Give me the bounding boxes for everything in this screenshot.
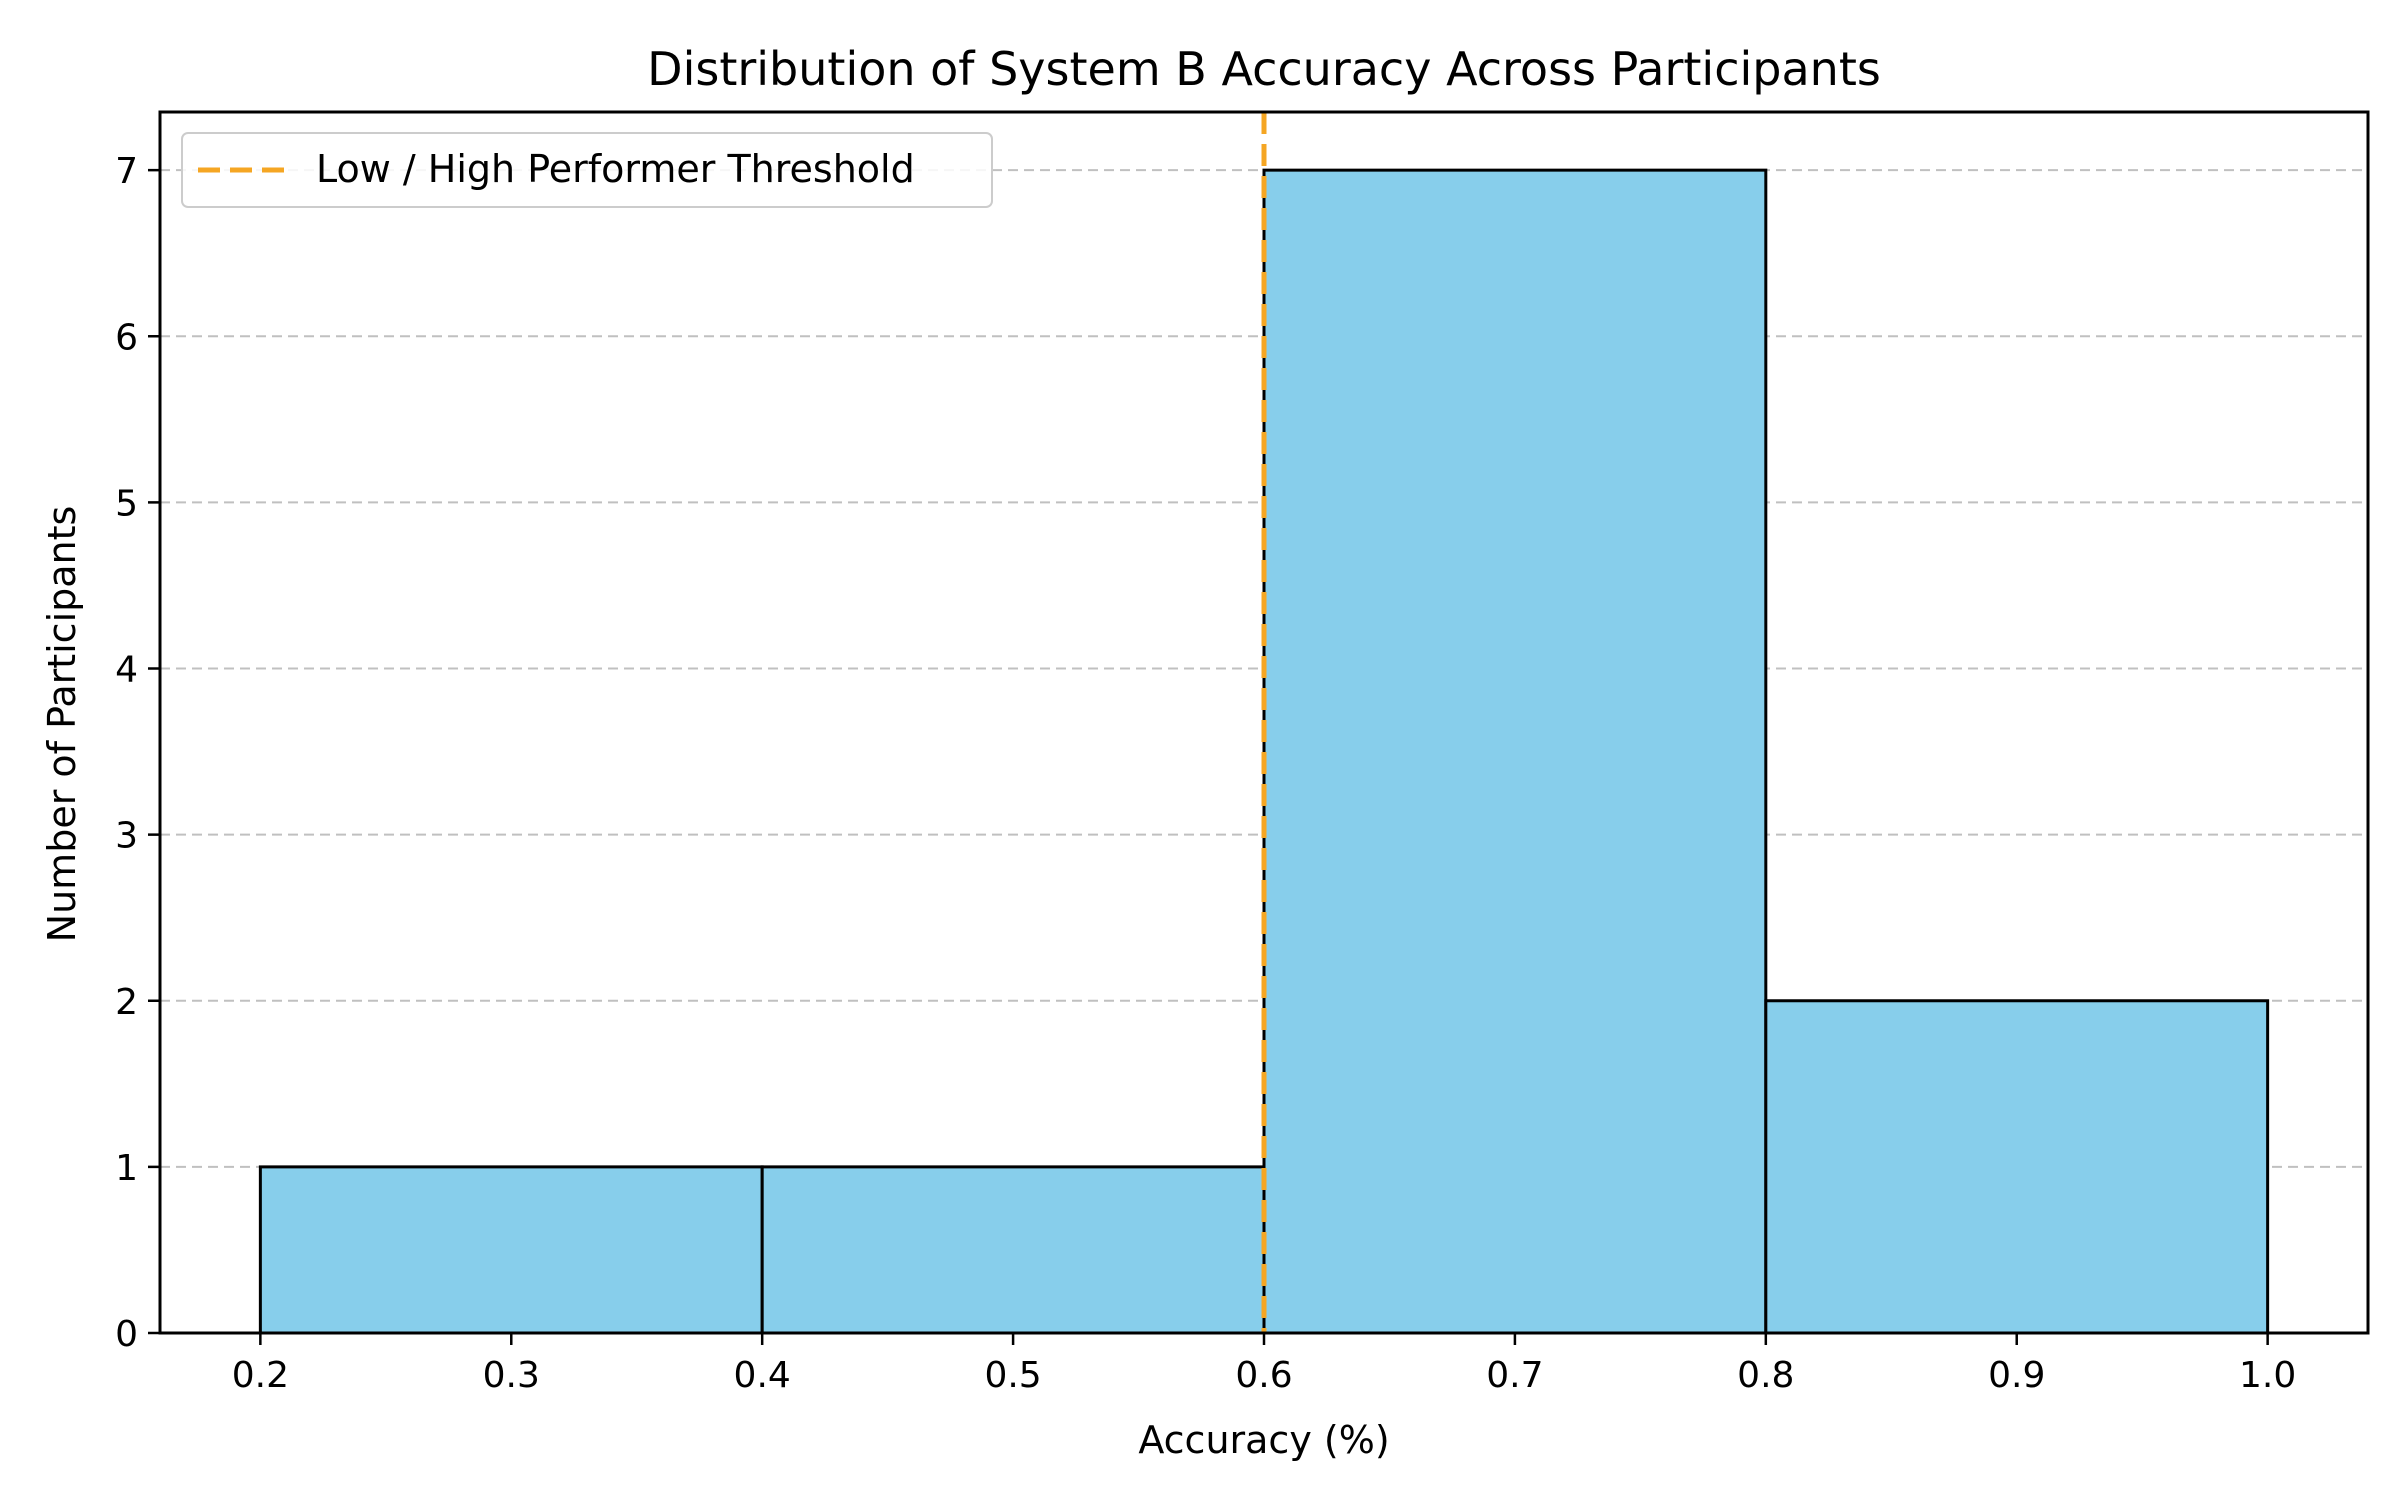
legend-threshold-label: Low / High Performer Threshold bbox=[316, 147, 915, 191]
x-axis-label: Accuracy (%) bbox=[1138, 1418, 1389, 1462]
legend-box bbox=[181, 132, 993, 208]
y-tick-label: 6 bbox=[115, 317, 138, 358]
x-tick-label: 0.6 bbox=[1235, 1355, 1292, 1396]
y-tick-label: 7 bbox=[115, 151, 138, 192]
chart-legend: Low / High Performer Threshold bbox=[181, 132, 993, 208]
y-axis-ticks: 0 1 2 3 4 5 6 7 bbox=[115, 151, 160, 1355]
x-tick-label: 0.8 bbox=[1737, 1355, 1794, 1396]
histogram-bar bbox=[760, 1165, 1266, 1335]
y-axis-label: Number of Participants bbox=[40, 506, 84, 943]
y-tick-label: 1 bbox=[115, 1148, 138, 1189]
y-tick-label: 3 bbox=[115, 816, 138, 857]
y-tick-label: 0 bbox=[115, 1314, 138, 1355]
y-tick-label: 5 bbox=[115, 483, 138, 524]
x-tick-label: 0.4 bbox=[734, 1355, 791, 1396]
histogram-bars bbox=[258, 168, 2270, 1335]
x-tick-label: 0.5 bbox=[984, 1355, 1041, 1396]
x-tick-label: 0.9 bbox=[1988, 1355, 2045, 1396]
histogram-bar bbox=[258, 1165, 764, 1335]
chart-title: Distribution of System B Accuracy Across… bbox=[647, 42, 1881, 96]
x-tick-label: 0.3 bbox=[483, 1355, 540, 1396]
y-tick-label: 4 bbox=[115, 650, 138, 691]
x-tick-label: 0.2 bbox=[232, 1355, 289, 1396]
x-axis-ticks: 0.2 0.3 0.4 0.5 0.6 0.7 0.8 0.9 1.0 bbox=[232, 1333, 2296, 1396]
histogram-bar bbox=[1764, 999, 2270, 1335]
histogram-bar bbox=[1262, 168, 1768, 1335]
y-tick-label: 2 bbox=[115, 982, 138, 1023]
x-tick-label: 1.0 bbox=[2239, 1355, 2296, 1396]
x-tick-label: 0.7 bbox=[1486, 1355, 1543, 1396]
